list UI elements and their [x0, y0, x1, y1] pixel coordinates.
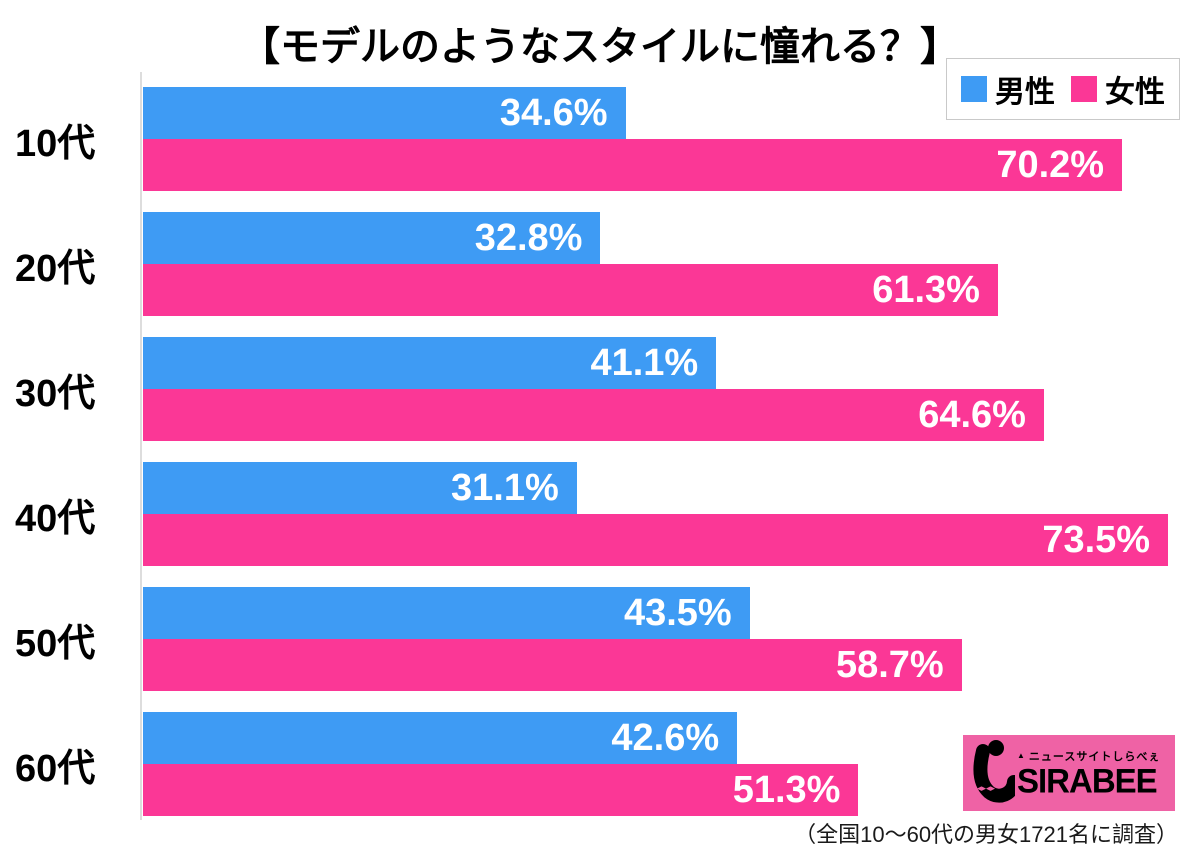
bar-male: 32.8%: [143, 212, 601, 264]
bar-value-label: 34.6%: [499, 92, 608, 134]
bar-value-label: 43.5%: [623, 592, 732, 634]
logo-name: SIRABEE: [1017, 760, 1158, 800]
category-label: 60代: [15, 747, 96, 790]
bar-value-label: 64.6%: [918, 394, 1026, 436]
bar-female: 58.7%: [143, 639, 962, 691]
bar-value-label: 70.2%: [996, 144, 1105, 186]
svg-text:◂▸◂▸: ◂▸◂▸: [977, 783, 996, 793]
bar-value-label: 41.1%: [590, 342, 699, 384]
bar-male: 41.1%: [143, 337, 717, 389]
category-group: 20代 32.8% 61.3%: [15, 212, 1196, 316]
bar-value-label: 73.5%: [1042, 519, 1151, 561]
bar-value-label: 31.1%: [451, 467, 559, 509]
legend-item-female: 女性: [1071, 67, 1165, 111]
chart-title: 【モデルのようなスタイルに憧れる？】: [240, 25, 960, 69]
category-group: 10代 34.6% 70.2%: [15, 87, 1196, 191]
bar-female: 70.2%: [143, 139, 1123, 191]
category-label: 30代: [15, 372, 96, 415]
category-group: 50代 43.5% 58.7%: [15, 587, 1196, 691]
bar-value-label: 58.7%: [835, 644, 944, 686]
category-label: 50代: [15, 622, 96, 665]
category-label: 40代: [15, 497, 96, 540]
bar-male: 31.1%: [143, 462, 577, 514]
bar-value-label: 32.8%: [474, 217, 583, 259]
legend-swatch-male: [961, 76, 987, 102]
bar-female: 73.5%: [143, 514, 1169, 566]
sirabee-logo: ◂▸◂▸ ▲ ニュースサイトしらべぇ SIRABEE: [963, 735, 1175, 811]
category-label: 20代: [15, 247, 96, 290]
category-group: 60代 42.6% 51.3%: [15, 712, 1196, 816]
bar-male: 42.6%: [143, 712, 738, 764]
logo-tagline-text: ニュースサイトしらべぇ: [1028, 750, 1161, 763]
chart-rows: 10代 34.6% 70.2% 20代 32.8% 61.3% 30代 41.1% 64.6% 4…: [15, 87, 1196, 816]
category-group: 30代 41.1% 64.6%: [15, 337, 1196, 441]
bar-value-label: 42.6%: [611, 717, 720, 759]
logo-tagline: ▲ ニュースサイトしらべぇ: [1017, 748, 1160, 764]
legend-label-male: 男性: [995, 76, 1055, 109]
legend-item-male: 男性: [961, 67, 1055, 111]
bar-value-label: 61.3%: [872, 269, 980, 311]
bar-value-label: 51.3%: [732, 769, 841, 811]
legend-label-female: 女性: [1105, 76, 1165, 109]
bar-male: 43.5%: [143, 587, 750, 639]
bar-male: 34.6%: [143, 87, 626, 139]
y-axis-line: [140, 72, 142, 820]
logo-text-block: ▲ ニュースサイトしらべぇ SIRABEE: [1017, 748, 1160, 799]
sirabee-bee-icon: ◂▸◂▸: [969, 739, 1021, 808]
category-group: 40代 31.1% 73.5%: [15, 462, 1196, 566]
bar-female: 64.6%: [143, 389, 1044, 441]
category-label: 10代: [15, 122, 96, 165]
triangle-icon: ▲: [1017, 750, 1026, 760]
legend: 男性 女性: [946, 58, 1180, 120]
legend-swatch-female: [1071, 76, 1097, 102]
bar-female: 61.3%: [143, 264, 998, 316]
bar-female: 51.3%: [143, 764, 859, 816]
survey-note: （全国10〜60代の男女1721名に調査）: [794, 822, 1178, 847]
